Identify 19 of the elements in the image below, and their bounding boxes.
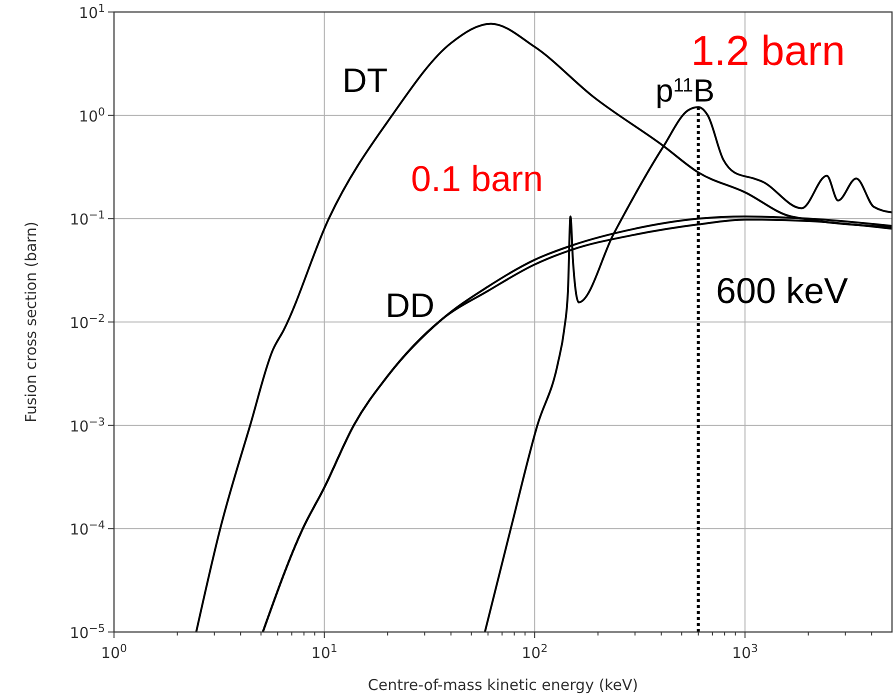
- y-tick-label: 10$^{0}$: [78, 104, 105, 126]
- series-label: p$^{11}$B: [655, 72, 715, 109]
- y-tick-label: 10$^{−5}$: [70, 622, 105, 642]
- x-tick-label: 10$^{0}$: [100, 642, 128, 662]
- y-tick-label: 10$^{1}$: [78, 2, 105, 22]
- series-label: DT: [342, 62, 388, 100]
- y-tick-label: 10$^{−1}$: [70, 208, 105, 229]
- y-tick-label: 10$^{−2}$: [70, 312, 105, 332]
- annotation: 1.2 barn: [690, 27, 846, 74]
- y-tick-label: 10$^{−3}$: [70, 414, 105, 436]
- series-label: DD: [385, 287, 435, 326]
- y-axis-title: Fusion cross section (barn): [22, 221, 40, 423]
- x-tick-label: 10$^{1}$: [311, 642, 338, 662]
- x-tick-label: 10$^{2}$: [522, 642, 548, 662]
- x-axis-title: Centre-of-mass kinetic energy (keV): [368, 676, 638, 694]
- x-tick-label: 10$^{3}$: [732, 642, 758, 662]
- annotation: 600 keV: [716, 270, 848, 311]
- y-tick-label: 10$^{−4}$: [70, 518, 105, 539]
- annotation: 0.1 barn: [410, 158, 544, 199]
